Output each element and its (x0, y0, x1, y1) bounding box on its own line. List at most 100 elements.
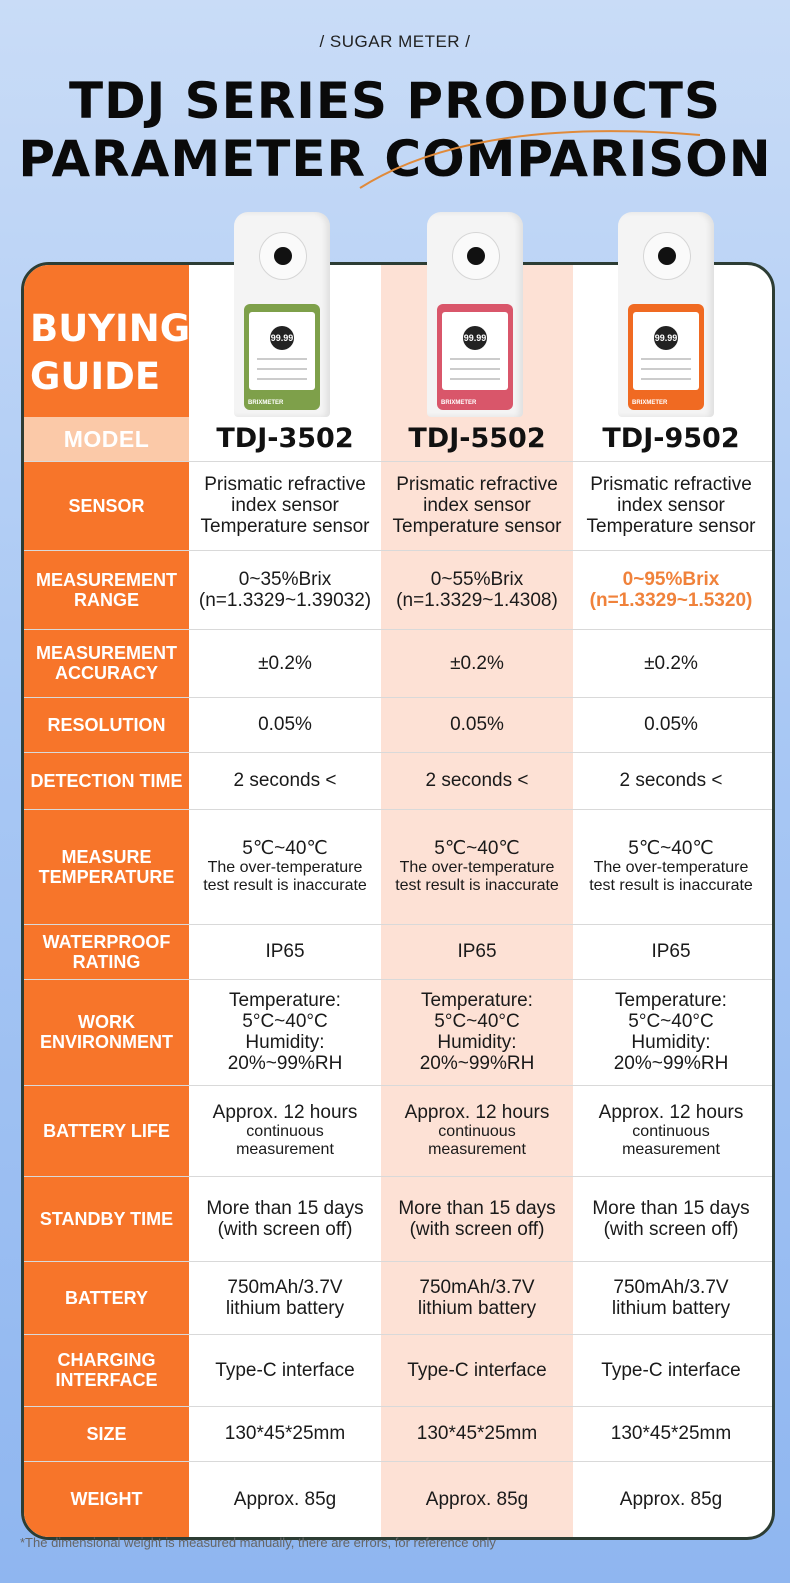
spec-value-line: IP65 (457, 941, 497, 962)
spec-value: IP65 (189, 924, 381, 979)
screen-bar (641, 378, 691, 380)
screen-bar (257, 358, 307, 360)
spec-value: Approx. 12 hours continuous measurement (573, 1085, 769, 1176)
screen-brand: BRIXMETER (248, 400, 284, 406)
spec-value-line: Approx. 12 hours (598, 1102, 744, 1123)
buying-guide-line-2: GUIDE (30, 355, 161, 398)
spec-value-line: Approx. 85g (233, 1488, 337, 1510)
spec-value: 750mAh/3.7V lithium battery (189, 1261, 381, 1334)
spec-value-line: 0.05% (258, 714, 312, 735)
spec-label: DETECTION TIME (30, 770, 183, 791)
spec-label: MEASURE TEMPERATURE (38, 846, 175, 887)
spec-row: WATERPROOF RATING IP65 IP65 IP65 (24, 924, 772, 979)
spec-value: 2 seconds < (381, 752, 573, 809)
spec-value-line: 5℃~40℃ (434, 838, 520, 859)
spec-value-line: Approx. 85g (619, 1488, 723, 1510)
category-tag: / SUGAR METER / (319, 32, 471, 51)
footnote: *The dimensional weight is measured manu… (20, 1535, 496, 1550)
spec-value-line: The over-temperature (207, 859, 363, 876)
screen-panel: 99.99 (249, 312, 315, 390)
spec-value: ±0.2% (189, 629, 381, 697)
spec-value-line: Temperature: (615, 990, 727, 1011)
spec-value-line: 130*45*25mm (224, 1423, 346, 1444)
device-screen: 99.99 BRIXMETER (437, 304, 513, 410)
spec-value: ±0.2% (573, 629, 769, 697)
spec-value-line: 130*45*25mm (610, 1423, 732, 1444)
screen-bar (450, 378, 500, 380)
spec-value: Prismatic refractive index sensor Temperat… (573, 461, 769, 550)
screen-brand: BRIXMETER (441, 400, 477, 406)
spec-value-line: 750mAh/3.7V (227, 1276, 343, 1298)
spec-value: Type-C interface (381, 1334, 573, 1406)
spec-label: MEASUREMENT ACCURACY (35, 643, 177, 683)
spec-label: CHARGING INTERFACE (55, 1350, 158, 1390)
spec-value-line: IP65 (651, 941, 691, 962)
spec-value: Approx. 12 hours continuous measurement (189, 1085, 381, 1176)
spec-value-line: 20%~99%RH (227, 1053, 343, 1074)
row-divider (24, 1176, 772, 1177)
spec-value-line: continuous (438, 1123, 516, 1140)
spec-label: SENSOR (68, 495, 145, 516)
spec-value-line: ±0.2% (450, 652, 504, 674)
spec-value: 5℃~40℃ The over-temperature test result is… (381, 809, 573, 924)
buying-guide-heading: BUYING GUIDE (30, 305, 190, 401)
spec-value: Approx. 85g (381, 1461, 573, 1537)
spec-value-line: test result is inaccurate (395, 877, 559, 894)
spec-value: IP65 (381, 924, 573, 979)
spec-label: WATERPROOF RATING (42, 931, 171, 972)
spec-value: 750mAh/3.7V lithium battery (573, 1261, 769, 1334)
spec-label: STANDBY TIME (39, 1208, 174, 1229)
screen-bar (641, 358, 691, 360)
device-screen: 99.99 BRIXMETER (628, 304, 704, 410)
device-image-3: 99.99 BRIXMETER (618, 212, 714, 417)
spec-value-line: Temperature sensor (586, 516, 756, 537)
spec-value-line: Humidity: (631, 1032, 711, 1053)
spec-value-line: (n=1.3329~1.5320) (589, 589, 753, 611)
screen-brand: BRIXMETER (632, 400, 668, 406)
spec-value-line: continuous (632, 1123, 710, 1140)
spec-value-line: Type-C interface (601, 1359, 741, 1381)
comparison-table: BUYING GUIDE MODEL TDJ-3502 TDJ-5502 TDJ… (21, 262, 775, 1540)
buying-guide-line-1: BUYING (30, 307, 191, 350)
row-divider (24, 752, 772, 753)
page-title: TDJ SERIES PRODUCTS PARAMETER COMPARISON (0, 72, 790, 188)
model-label: MODEL (63, 426, 150, 452)
spec-value-line: 5°C~40°C (242, 1011, 328, 1032)
spec-value: Temperature: 5°C~40°C Humidity: 20%~99%RH (381, 979, 573, 1085)
sample-well-icon (259, 232, 307, 280)
spec-value-line: (with screen off) (217, 1218, 353, 1240)
spec-value: Approx. 85g (573, 1461, 769, 1537)
spec-row: BATTERY LIFE Approx. 12 hours continuous me… (24, 1085, 772, 1176)
spec-value: Type-C interface (573, 1334, 769, 1406)
spec-value-line: Approx. 85g (425, 1488, 529, 1510)
spec-value: 5℃~40℃ The over-temperature test result is… (189, 809, 381, 924)
spec-value: 130*45*25mm (381, 1406, 573, 1461)
spec-value: 5℃~40℃ The over-temperature test result is… (573, 809, 769, 924)
spec-value-line: Temperature sensor (200, 516, 370, 537)
spec-value-line: 2 seconds < (425, 770, 529, 791)
spec-value-line: More than 15 days (206, 1197, 364, 1219)
label-column (24, 265, 189, 1537)
row-divider (24, 697, 772, 698)
row-divider (24, 979, 772, 980)
spec-label: RESOLUTION (47, 714, 166, 735)
spec-value-line: 750mAh/3.7V (419, 1276, 535, 1298)
spec-value-line: Prismatic refractive (204, 474, 366, 495)
spec-value: Temperature: 5°C~40°C Humidity: 20%~99%RH (573, 979, 769, 1085)
row-divider (24, 1085, 772, 1086)
spec-value-line: 2 seconds < (619, 770, 723, 791)
spec-value: Approx. 12 hours continuous measurement (381, 1085, 573, 1176)
model-name-2: TDJ-5502 (408, 423, 546, 454)
spec-row: SENSOR Prismatic refractive index sensor Te… (24, 461, 772, 550)
spec-value-line: continuous (246, 1123, 324, 1140)
spec-value-line: Type-C interface (407, 1359, 547, 1381)
reading-dial: 99.99 (463, 326, 487, 350)
reading-dial: 99.99 (270, 326, 294, 350)
sample-well-icon (643, 232, 691, 280)
spec-value: 0~95%Brix (n=1.3329~1.5320) (573, 550, 769, 629)
spec-value-line: Temperature: (229, 990, 341, 1011)
spec-value: 0~35%Brix (n=1.3329~1.39032) (189, 550, 381, 629)
spec-value: Type-C interface (189, 1334, 381, 1406)
spec-row: MEASUREMENT ACCURACY ±0.2% ±0.2% ±0.2% (24, 629, 772, 697)
spec-row: CHARGING INTERFACE Type-C interface Type-C… (24, 1334, 772, 1406)
